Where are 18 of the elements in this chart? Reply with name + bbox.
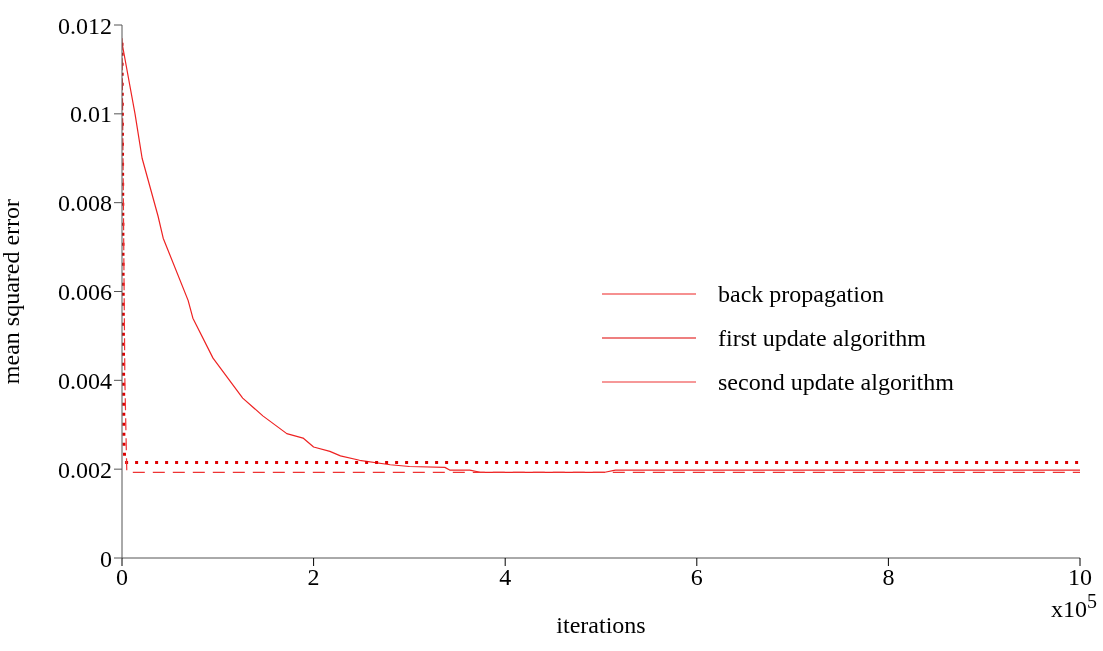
x-tick-label: 4 bbox=[499, 564, 512, 591]
x-tick-label: 6 bbox=[690, 564, 703, 591]
text: x10$^{5}$ bbox=[1051, 590, 1097, 623]
y-tick-label: 0.012 bbox=[58, 12, 112, 39]
y-tick-label: 0.01 bbox=[70, 101, 112, 128]
x-tick-label: 2 bbox=[307, 564, 320, 591]
legend-label: back propagation bbox=[718, 280, 884, 308]
y-axis-title: mean squared error bbox=[0, 198, 24, 385]
y-tick-label: 0.006 bbox=[58, 279, 112, 306]
y-tick-label: 0 bbox=[100, 545, 112, 572]
y-tick-label: 0.002 bbox=[58, 456, 112, 483]
y-tick-label: 0.004 bbox=[58, 367, 112, 394]
x-axis-title: iterations bbox=[556, 612, 646, 638]
legend-label: first update algorithm bbox=[718, 324, 926, 352]
x-tick-label: 10 bbox=[1068, 564, 1092, 591]
y-tick-label: 0.008 bbox=[58, 190, 112, 217]
legend-label: second update algorithm bbox=[718, 368, 954, 396]
x-tick-label: 8 bbox=[882, 564, 895, 591]
